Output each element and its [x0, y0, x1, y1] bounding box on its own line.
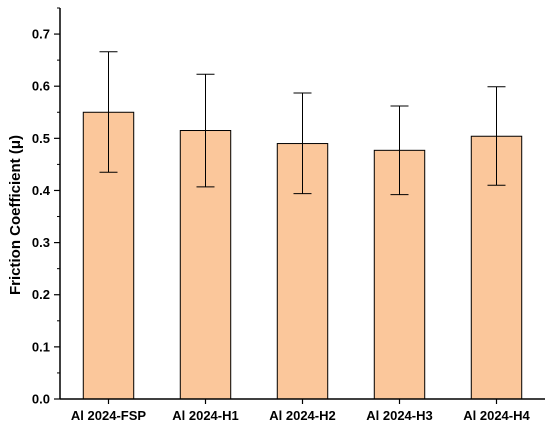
- y-tick-label-1: 0.1: [32, 339, 50, 354]
- x-tick-label-1: Al 2024-H1: [172, 408, 238, 423]
- y-tick-label-4: 0.4: [32, 183, 51, 198]
- error-bars-group: [99, 51, 506, 196]
- y-tick-label-6: 0.6: [32, 79, 50, 94]
- y-axis-title: Friction Coefficient (μ): [7, 135, 24, 295]
- y-tick-label-5: 0.5: [32, 131, 50, 146]
- axes-group: Al 2024-FSP Al 2024-H1 Al 2024-H2 Al 2024-H…: [32, 7, 545, 423]
- y-tick-label-0: 0.0: [32, 392, 50, 407]
- x-tick-label-4: Al 2024-H4: [463, 408, 530, 423]
- y-tick-label-3: 0.3: [32, 235, 50, 250]
- x-tick-label-3: Al 2024-H3: [366, 408, 432, 423]
- y-tick-label-2: 0.2: [32, 287, 50, 302]
- x-tick-label-2: Al 2024-H2: [269, 408, 335, 423]
- y-tick-label-7: 0.7: [32, 27, 50, 42]
- x-tick-label-0: Al 2024-FSP: [71, 408, 146, 423]
